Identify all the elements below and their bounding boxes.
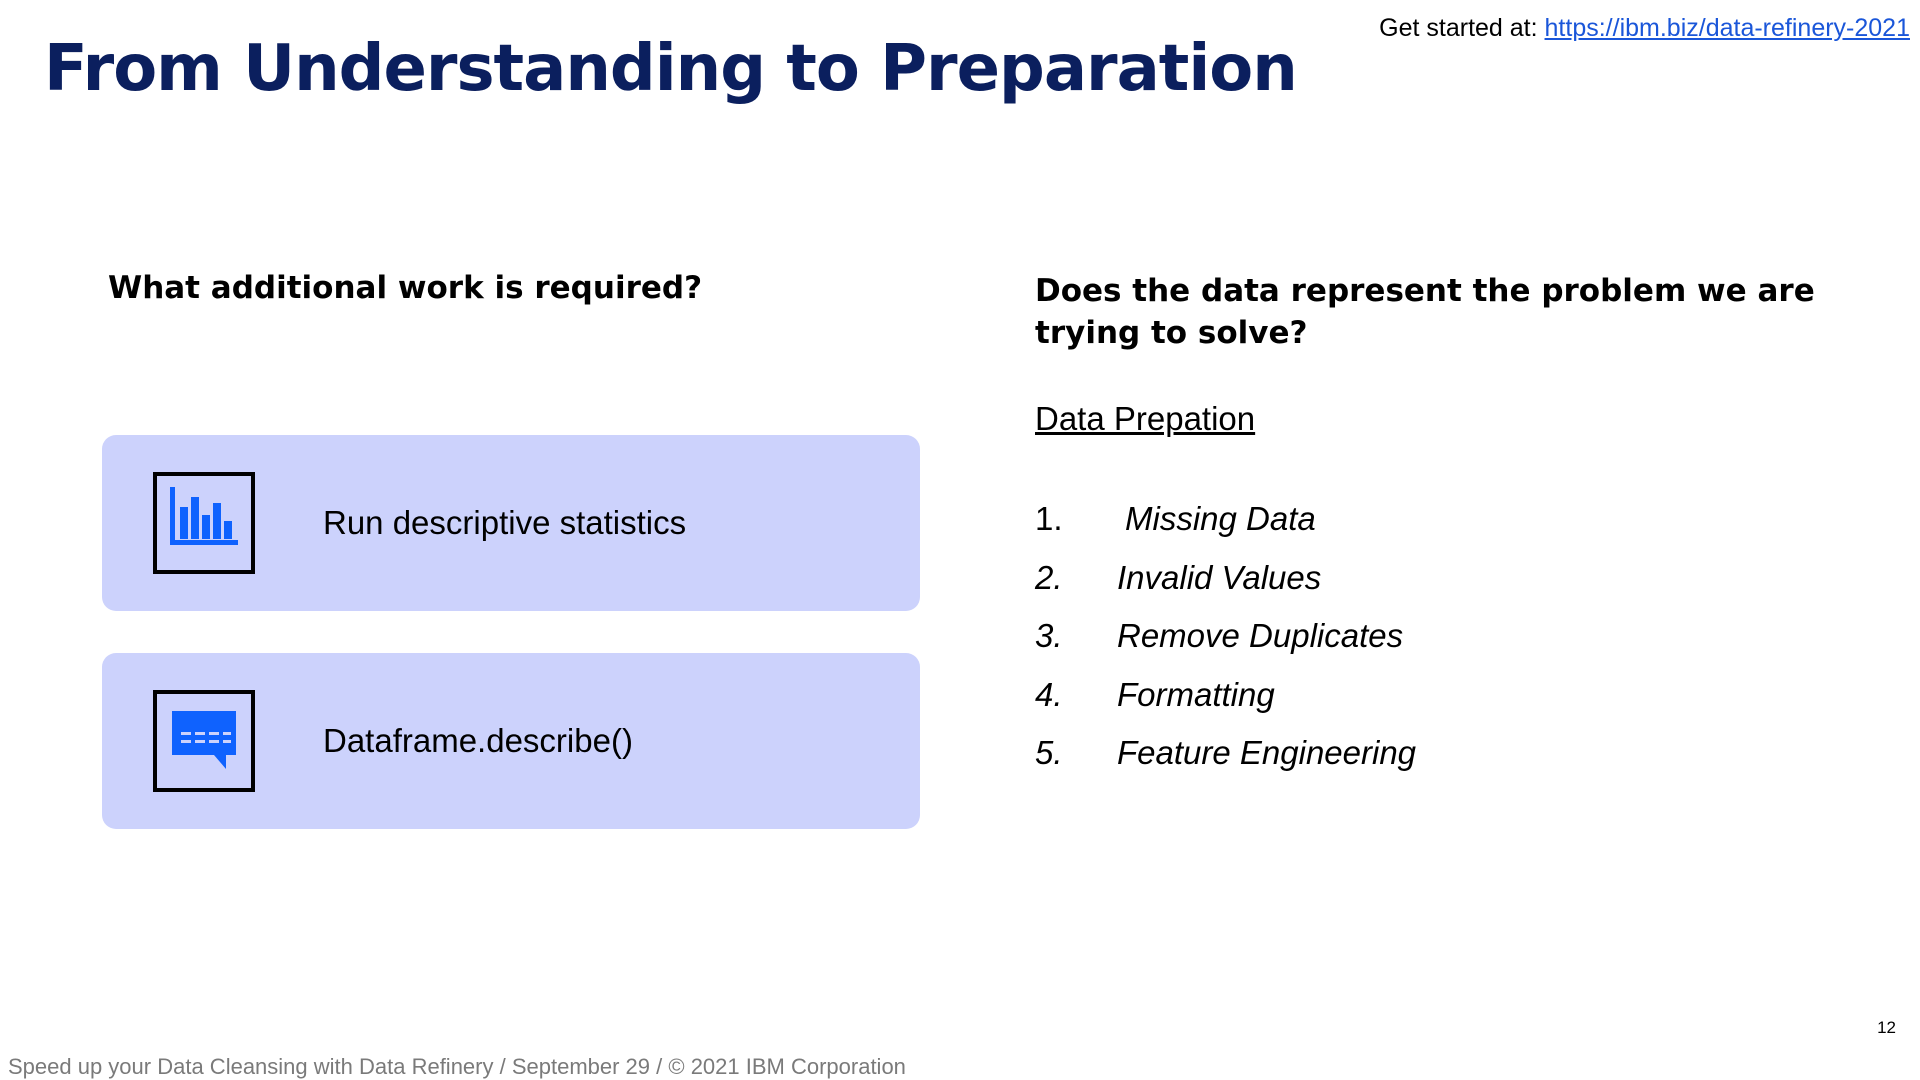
list-item-number: 2. xyxy=(1035,558,1063,596)
list-item-label: Missing Data xyxy=(1125,500,1316,537)
list-item-label: Feature Engineering xyxy=(1117,734,1417,771)
list-item-label: Formatting xyxy=(1117,675,1275,713)
list-item: 1. Missing Data xyxy=(1035,500,1416,559)
list-item-number: 3. xyxy=(1035,617,1063,654)
card-descriptive-statistics: Run descriptive statistics xyxy=(102,435,920,611)
list-item: 2. Invalid Values xyxy=(1035,559,1416,618)
bar-chart-icon xyxy=(153,472,255,574)
slide-title: From Understanding to Preparation xyxy=(44,32,1298,106)
get-started-line: Get started at: https://ibm.biz/data-ref… xyxy=(1379,14,1910,43)
list-item-label: Remove Duplicates xyxy=(1117,617,1404,654)
card-label: Dataframe.describe() xyxy=(323,722,633,759)
get-started-label: Get started at: xyxy=(1379,14,1538,42)
list-item-number: 5. xyxy=(1035,734,1063,771)
list-item-number: 1. xyxy=(1035,500,1063,537)
list-item: 3. Remove Duplicates xyxy=(1035,617,1416,676)
data-preparation-list: 1. Missing Data 2. Invalid Values 3. Remove… xyxy=(1035,500,1416,793)
list-item: 5. Feature Engineering xyxy=(1035,734,1416,793)
right-heading: Does the data represent the problem we a… xyxy=(1035,273,1815,351)
list-item: 4. Formatting xyxy=(1035,676,1416,735)
card-label: Run descriptive statistics xyxy=(323,504,687,541)
list-item-label: Invalid Values xyxy=(1117,558,1322,596)
chat-bubble-icon xyxy=(153,690,255,792)
data-preparation-title: Data Prepation xyxy=(1035,400,1256,437)
card-dataframe-describe: Dataframe.describe() xyxy=(102,653,920,829)
left-heading: What additional work is required? xyxy=(108,270,703,306)
page-number: 12 xyxy=(1877,1018,1896,1037)
footer-text: Speed up your Data Cleansing with Data R… xyxy=(8,1054,906,1079)
list-item-number: 4. xyxy=(1035,675,1063,713)
get-started-link[interactable]: https://ibm.biz/data-refinery-2021 xyxy=(1544,14,1910,42)
